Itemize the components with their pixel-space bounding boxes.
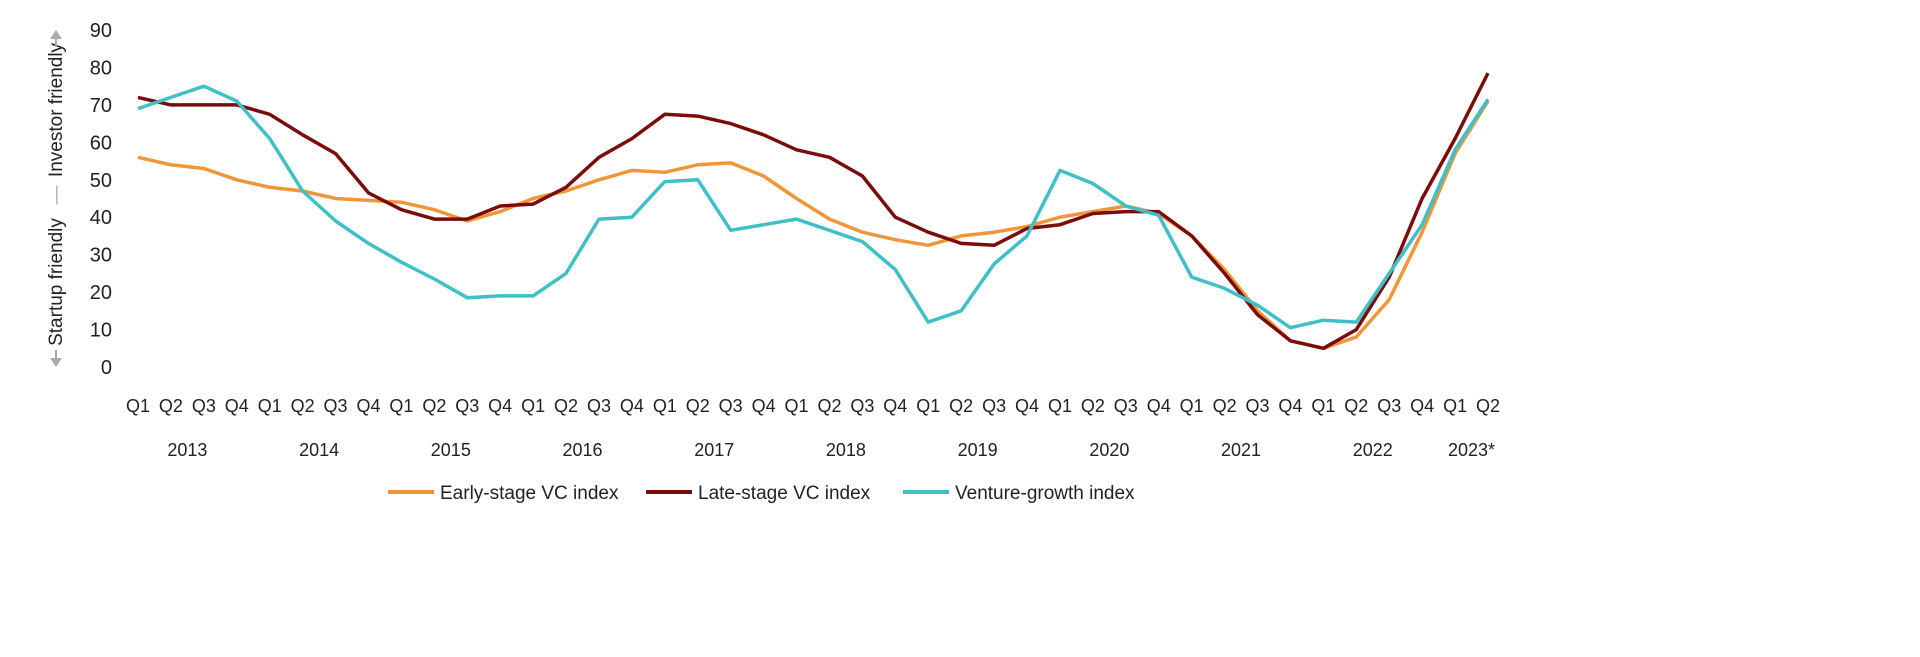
legend-label: Late-stage VC index [698, 483, 871, 504]
x-tick-label: Q2 [1476, 396, 1500, 416]
y-axis-label: Startup friendly — Investor friendly [46, 30, 67, 367]
year-label: 2021 [1221, 440, 1261, 460]
x-tick-label: Q2 [949, 396, 973, 416]
year-label: 2023* [1448, 440, 1495, 460]
x-tick-label: Q4 [752, 396, 776, 416]
year-label: 2018 [826, 440, 866, 460]
x-tick-label: Q2 [817, 396, 841, 416]
x-tick-label: Q1 [1048, 396, 1072, 416]
x-tick-label: Q1 [521, 396, 545, 416]
x-tick-label: Q3 [324, 396, 348, 416]
y-tick-label: 60 [90, 132, 112, 154]
legend-label: Early-stage VC index [440, 483, 619, 504]
x-tick-label: Q4 [356, 396, 380, 416]
y-tick-label: 90 [90, 20, 112, 42]
arrow-down-icon [50, 358, 62, 367]
x-tick-label: Q2 [1213, 396, 1237, 416]
year-label: 2017 [694, 440, 734, 460]
x-tick-label: Q4 [620, 396, 644, 416]
y-tick-label: 40 [90, 207, 112, 229]
x-tick-label: Q4 [1015, 396, 1039, 416]
x-tick-label: Q1 [916, 396, 940, 416]
year-label: 2020 [1089, 440, 1129, 460]
x-tick-label: Q2 [159, 396, 183, 416]
x-tick-label: Q3 [982, 396, 1006, 416]
year-label: 2014 [299, 440, 339, 460]
x-tick-label: Q1 [1311, 396, 1335, 416]
x-tick-label: Q3 [455, 396, 479, 416]
x-tick-label: Q2 [422, 396, 446, 416]
x-tick-label: Q3 [850, 396, 874, 416]
x-tick-label: Q3 [1114, 396, 1138, 416]
y-tick-label: 20 [90, 282, 112, 304]
y-tick-label: 50 [90, 170, 112, 192]
year-label: 2013 [167, 440, 207, 460]
x-tick-label: Q3 [1377, 396, 1401, 416]
x-tick-label: Q4 [883, 396, 907, 416]
x-tick-label: Q1 [785, 396, 809, 416]
x-tick-label: Q2 [554, 396, 578, 416]
x-tick-label: Q3 [719, 396, 743, 416]
series-line-0 [137, 100, 1490, 351]
legend-label: Venture-growth index [955, 483, 1135, 504]
y-tick-label: 30 [90, 245, 112, 267]
x-tick-label: Q4 [1410, 396, 1434, 416]
series-line-2 [137, 84, 1490, 330]
year-label: 2019 [958, 440, 998, 460]
year-label: 2015 [431, 440, 471, 460]
x-tick-label: Q3 [192, 396, 216, 416]
x-tick-label: Q4 [225, 396, 249, 416]
x-tick-label: Q3 [587, 396, 611, 416]
x-tick-label: Q4 [488, 396, 512, 416]
x-tick-label: Q1 [126, 396, 150, 416]
year-label: 2022 [1353, 440, 1393, 460]
x-tick-label: Q3 [1246, 396, 1270, 416]
y-tick-label: 10 [90, 320, 112, 342]
y-axis-label-investor: Investor friendly [46, 42, 67, 177]
x-tick-label: Q1 [653, 396, 677, 416]
series-line-1 [137, 72, 1490, 351]
x-tick-label: Q2 [1344, 396, 1368, 416]
x-tick-label: Q4 [1278, 396, 1302, 416]
x-tick-label: Q1 [1180, 396, 1204, 416]
x-tick-label: Q1 [389, 396, 413, 416]
x-tick-label: Q1 [1443, 396, 1467, 416]
y-axis-label-separator: — [46, 186, 67, 205]
y-tick-label: 80 [90, 57, 112, 79]
arrow-up-icon [50, 30, 62, 39]
x-tick-label: Q2 [1081, 396, 1105, 416]
y-tick-label: 70 [90, 95, 112, 117]
y-tick-label: 0 [101, 357, 112, 379]
x-tick-label: Q4 [1147, 396, 1171, 416]
x-tick-label: Q1 [258, 396, 282, 416]
x-tick-label: Q2 [686, 396, 710, 416]
y-axis-label-startup: Startup friendly [46, 218, 67, 346]
x-tick-label: Q2 [291, 396, 315, 416]
year-label: 2016 [562, 440, 602, 460]
